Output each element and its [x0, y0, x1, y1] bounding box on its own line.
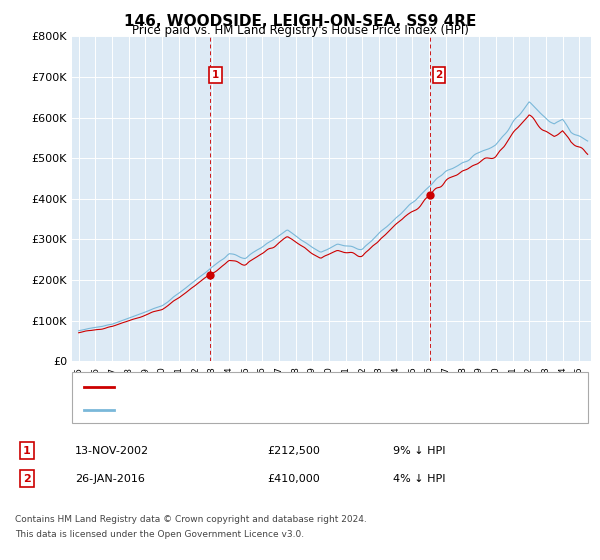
Text: HPI: Average price, detached house, Southend-on-Sea: HPI: Average price, detached house, Sout… [123, 405, 406, 415]
Text: 26-JAN-2016: 26-JAN-2016 [75, 474, 145, 484]
Text: 146, WOODSIDE, LEIGH-ON-SEA, SS9 4RE: 146, WOODSIDE, LEIGH-ON-SEA, SS9 4RE [124, 14, 476, 29]
Text: £410,000: £410,000 [267, 474, 320, 484]
Text: 9% ↓ HPI: 9% ↓ HPI [393, 446, 445, 456]
Text: Contains HM Land Registry data © Crown copyright and database right 2024.: Contains HM Land Registry data © Crown c… [15, 515, 367, 524]
Text: £212,500: £212,500 [267, 446, 320, 456]
Text: 2: 2 [436, 70, 443, 80]
Text: 1: 1 [212, 70, 219, 80]
Text: This data is licensed under the Open Government Licence v3.0.: This data is licensed under the Open Gov… [15, 530, 304, 539]
Text: 4% ↓ HPI: 4% ↓ HPI [393, 474, 445, 484]
Text: 13-NOV-2002: 13-NOV-2002 [75, 446, 149, 456]
Text: 146, WOODSIDE, LEIGH-ON-SEA, SS9 4RE (detached house): 146, WOODSIDE, LEIGH-ON-SEA, SS9 4RE (de… [123, 381, 435, 391]
Text: 2: 2 [23, 474, 31, 484]
Text: 1: 1 [23, 446, 31, 456]
Text: Price paid vs. HM Land Registry's House Price Index (HPI): Price paid vs. HM Land Registry's House … [131, 24, 469, 37]
